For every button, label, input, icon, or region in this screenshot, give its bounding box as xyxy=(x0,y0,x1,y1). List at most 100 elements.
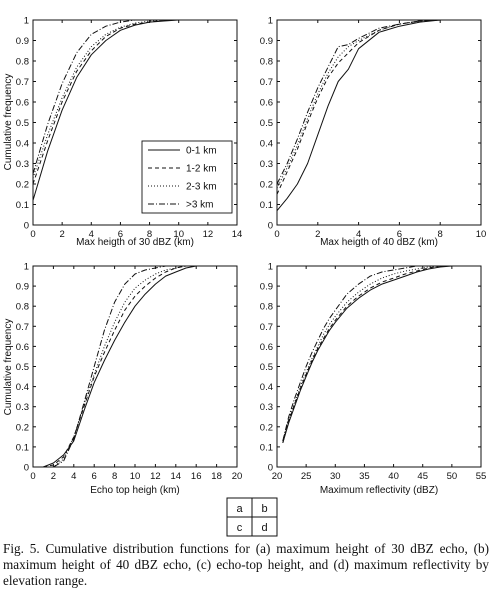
panel-key-c: c xyxy=(237,522,243,534)
panel-c-xtick-label: 16 xyxy=(191,471,202,482)
panel-a-xtick-label: 6 xyxy=(118,229,123,240)
panel-c-ytick-label: 0.1 xyxy=(16,442,29,453)
panel-c-xtick-label: 4 xyxy=(71,471,76,482)
panel-b-ytick-label: 0.5 xyxy=(260,118,273,129)
panel-a-series-gt3km xyxy=(32,19,208,174)
panel-b-series-gt3km xyxy=(276,19,441,185)
panel-a-xtick-label: 4 xyxy=(89,229,94,240)
panel-key: a b c d xyxy=(226,497,278,537)
panel-b-ytick-label: 0.8 xyxy=(260,57,273,68)
panel-d-series-1-2km xyxy=(282,265,452,444)
panel-d-ytick-label: 1 xyxy=(268,262,273,273)
panel-b-ytick-label: 0.1 xyxy=(260,200,273,211)
panel-b-xtick-label: 2 xyxy=(315,229,320,240)
panel-a-xtick-label: 8 xyxy=(147,229,152,240)
panel-b-ytick-label: 0.6 xyxy=(260,98,273,109)
panel-c-xtick-label: 0 xyxy=(30,471,35,482)
panel-d-series-gt3km xyxy=(282,265,452,442)
panel-d-ytick-label: 0.7 xyxy=(260,322,273,333)
panel-b-ytick-label: 0.2 xyxy=(260,180,273,191)
panel-c: 0 2 4 6 8 10 12 14 16 18 20 0 0.1 0.2 0.3 0.4 0.5 0.6 0.7 0… xyxy=(3,262,242,497)
panel-b-ytick-label: 0.4 xyxy=(260,139,273,150)
panel-d-xlabel: Maximum reflectivity (dBZ) xyxy=(320,485,438,496)
panel-d-xtick-label: 40 xyxy=(388,471,399,482)
panel-c-ytick-label: 0.3 xyxy=(16,402,29,413)
panel-d-xtick-label: 30 xyxy=(330,471,341,482)
panel-a-ytick-label: 0.4 xyxy=(16,139,29,150)
panel-a-ytick-label: 0.5 xyxy=(16,118,29,129)
panel-a-xtick-label: 10 xyxy=(173,229,184,240)
panel-d-ytick-label: 0 xyxy=(268,463,273,474)
panel-d-xtick-label: 50 xyxy=(447,471,458,482)
panel-d-xtick-label: 35 xyxy=(359,471,370,482)
panel-a-ytick-label: 0.7 xyxy=(16,77,29,88)
panel-d-ytick-label: 0.4 xyxy=(260,382,273,393)
panel-a-ytick-label: 0.2 xyxy=(16,180,29,191)
panel-c-xtick-label: 2 xyxy=(51,471,56,482)
panel-c-ytick-label: 0.4 xyxy=(16,382,29,393)
panel-a-ytick-label: 0.9 xyxy=(16,36,29,47)
panel-a-ylabel: Cumulative frequency xyxy=(3,74,14,171)
panel-b-xtick-label: 0 xyxy=(274,229,279,240)
panel-c-ytick-label: 0.2 xyxy=(16,422,29,433)
panel-d-ticks: 20 25 30 35 40 45 50 55 0 0.1 0.2 0.3 0.4 0.5 0.6 0.7 0.… xyxy=(260,262,487,483)
panel-b-ytick-label: 1 xyxy=(268,16,273,27)
panel-a-ytick-label: 0.6 xyxy=(16,98,29,109)
panel-b-series-0-1km xyxy=(276,19,441,212)
legend-label-0-1km: 0-1 km xyxy=(186,146,217,157)
panel-d-ytick-label: 0.1 xyxy=(260,442,273,453)
panel-b-xtick-label: 6 xyxy=(397,229,402,240)
panel-key-b: b xyxy=(261,503,267,515)
panel-a-ytick-label: 0.3 xyxy=(16,159,29,170)
panel-b-xtick-label: 8 xyxy=(438,229,443,240)
panel-b-ytick-label: 0.3 xyxy=(260,159,273,170)
panel-a-ytick-label: 0.8 xyxy=(16,57,29,68)
panel-c-ytick-label: 0.6 xyxy=(16,342,29,353)
panel-c-ytick-label: 0.5 xyxy=(16,362,29,373)
panel-a-xtick-label: 12 xyxy=(203,229,214,240)
panel-b-ytick-label: 0.9 xyxy=(260,36,273,47)
panel-d-ytick-label: 0.3 xyxy=(260,402,273,413)
panel-a-xtick-label: 14 xyxy=(232,229,243,240)
panel-d-series-0-1km xyxy=(282,265,452,444)
panel-d-ytick-label: 0.6 xyxy=(260,342,273,353)
panel-d: 20 25 30 35 40 45 50 55 0 0.1 0.2 0.3 0.4 0.5 0.6 0.7 0.… xyxy=(260,262,487,497)
legend-label-gt3km: >3 km xyxy=(186,200,214,211)
legend-box xyxy=(141,140,233,214)
panel-a-xtick-label: 2 xyxy=(59,229,64,240)
panel-c-ytick-label: 0 xyxy=(24,463,29,474)
legend-label-2-3km: 2-3 km xyxy=(186,182,217,193)
panel-d-ytick-label: 0.5 xyxy=(260,362,273,373)
panel-b-lines xyxy=(276,19,441,212)
panel-b-xtick-label: 4 xyxy=(356,229,361,240)
panel-d-ytick-label: 0.2 xyxy=(260,422,273,433)
panel-c-series-gt3km xyxy=(43,265,207,468)
panel-d-xtick-label: 45 xyxy=(417,471,428,482)
panel-a-series-1-2km xyxy=(32,19,208,185)
panel-c-xtick-label: 12 xyxy=(150,471,161,482)
panel-c-series-1-2km xyxy=(43,265,207,468)
panel-d-series-2-3km xyxy=(282,265,452,442)
panel-c-xtick-label: 20 xyxy=(232,471,243,482)
panel-b-series-1-2km xyxy=(276,19,441,195)
panel-c-series-0-1km xyxy=(43,265,207,468)
panel-c-xlabel: Echo top heigh (km) xyxy=(90,485,180,496)
panel-b-xlabel: Max heigth of 40 dBZ (km) xyxy=(320,237,438,248)
panel-key-d: d xyxy=(261,522,267,534)
panel-b-ytick-label: 0.7 xyxy=(260,77,273,88)
panel-a-xtick-label: 0 xyxy=(30,229,35,240)
panel-b-series-2-3km xyxy=(276,19,441,189)
panel-b-ytick-label: 0 xyxy=(268,221,273,232)
panel-b-ticks: 0 2 4 6 8 10 0 0.1 0.2 0.3 0.4 0.5 0.6 0.7 0.8 0.9 1 xyxy=(260,16,487,241)
panel-a-xlabel: Max heigth of 30 dBZ (km) xyxy=(76,237,194,248)
panel-c-xtick-label: 18 xyxy=(211,471,222,482)
panel-a-lines xyxy=(32,19,208,201)
panel-c-xtick-label: 14 xyxy=(171,471,182,482)
panel-d-frame xyxy=(276,265,482,468)
panel-c-ytick-label: 0.8 xyxy=(16,302,29,313)
panel-c-ytick-label: 0.7 xyxy=(16,322,29,333)
panel-d-ytick-label: 0.8 xyxy=(260,302,273,313)
panel-b: 0 2 4 6 8 10 0 0.1 0.2 0.3 0.4 0.5 0.6 0.7 0.8 0.9 1 Max… xyxy=(260,16,487,249)
panel-d-ytick-label: 0.9 xyxy=(260,282,273,293)
